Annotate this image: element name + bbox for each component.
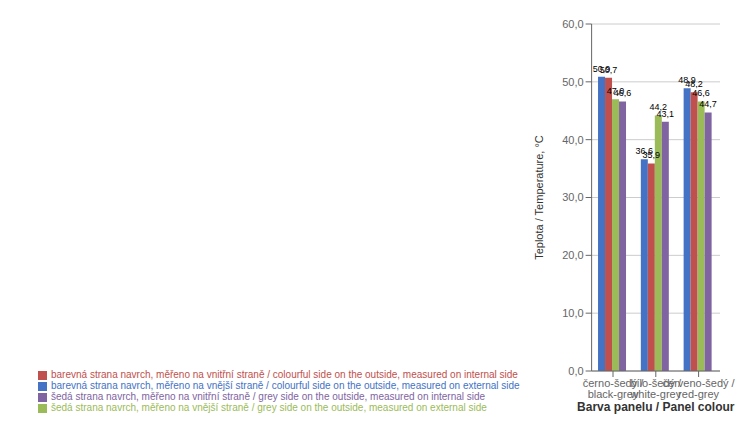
svg-text:Barva panelu / Panel colour: Barva panelu / Panel colour <box>577 400 735 414</box>
svg-text:60,0: 60,0 <box>562 18 583 30</box>
svg-text:červeno-šedý /red-grey: červeno-šedý /red-grey <box>663 377 736 400</box>
svg-text:30,0: 30,0 <box>562 191 583 203</box>
svg-text:44,7: 44,7 <box>699 99 717 109</box>
svg-text:35,9: 35,9 <box>643 150 661 160</box>
svg-text:10,0: 10,0 <box>562 307 583 319</box>
svg-text:0,0: 0,0 <box>568 365 583 377</box>
svg-text:Teplota / Temperature, °C: Teplota / Temperature, °C <box>533 135 545 260</box>
svg-text:20,0: 20,0 <box>562 249 583 261</box>
svg-text:50,0: 50,0 <box>562 76 583 88</box>
svg-text:50,7: 50,7 <box>600 65 618 75</box>
svg-text:43,1: 43,1 <box>657 109 675 119</box>
svg-text:46,6: 46,6 <box>614 88 632 98</box>
svg-text:46,6: 46,6 <box>692 88 710 98</box>
svg-text:40,0: 40,0 <box>562 134 583 146</box>
